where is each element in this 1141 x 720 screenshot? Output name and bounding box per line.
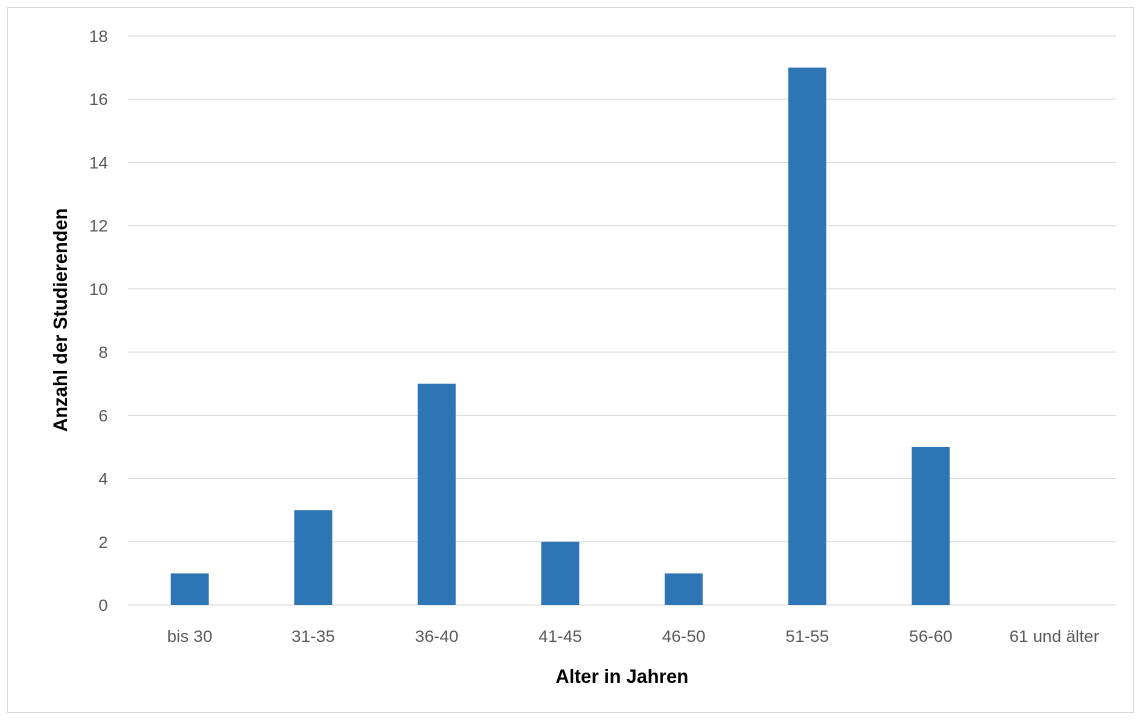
- y-tick-label: 18: [89, 27, 108, 46]
- bar-6: [788, 67, 827, 606]
- y-tick-label: 14: [89, 153, 108, 172]
- x-tick-label: bis 30: [167, 627, 212, 646]
- x-axis-title: Alter in Jahren: [555, 667, 688, 688]
- y-tick-label: 6: [99, 406, 108, 425]
- x-tick-label: 36-40: [415, 627, 458, 646]
- x-tick-label: 51-55: [786, 627, 829, 646]
- y-tick-label: 0: [99, 596, 108, 615]
- bar-2: [294, 510, 333, 605]
- y-tick-label: 2: [99, 533, 108, 552]
- y-tick-labels: 0 2 4 6 8 10 12 14 16 18: [89, 27, 108, 615]
- x-tick-label: 61 und älter: [1009, 627, 1099, 646]
- y-tick-label: 10: [89, 280, 108, 299]
- y-tick-label: 16: [89, 90, 108, 109]
- bar-5: [664, 573, 703, 605]
- bar-7: [911, 446, 950, 605]
- bars: [170, 67, 950, 606]
- y-tick-label: 4: [99, 470, 108, 489]
- x-tick-label: 46-50: [662, 627, 705, 646]
- gridlines: [128, 35, 1116, 606]
- y-tick-label: 12: [89, 217, 108, 236]
- y-axis-title: Anzahl der Studierenden: [51, 208, 72, 432]
- bar-4: [541, 541, 580, 605]
- bar-1: [170, 573, 209, 605]
- bar-3: [417, 383, 456, 605]
- x-tick-label: 56-60: [909, 627, 952, 646]
- x-tick-label: 41-45: [539, 627, 582, 646]
- y-tick-label: 8: [99, 343, 108, 362]
- x-tick-label: 31-35: [292, 627, 335, 646]
- x-tick-labels: bis 30 31-35 36-40 41-45 46-50 51-55 56-60 61 u…: [167, 627, 1099, 646]
